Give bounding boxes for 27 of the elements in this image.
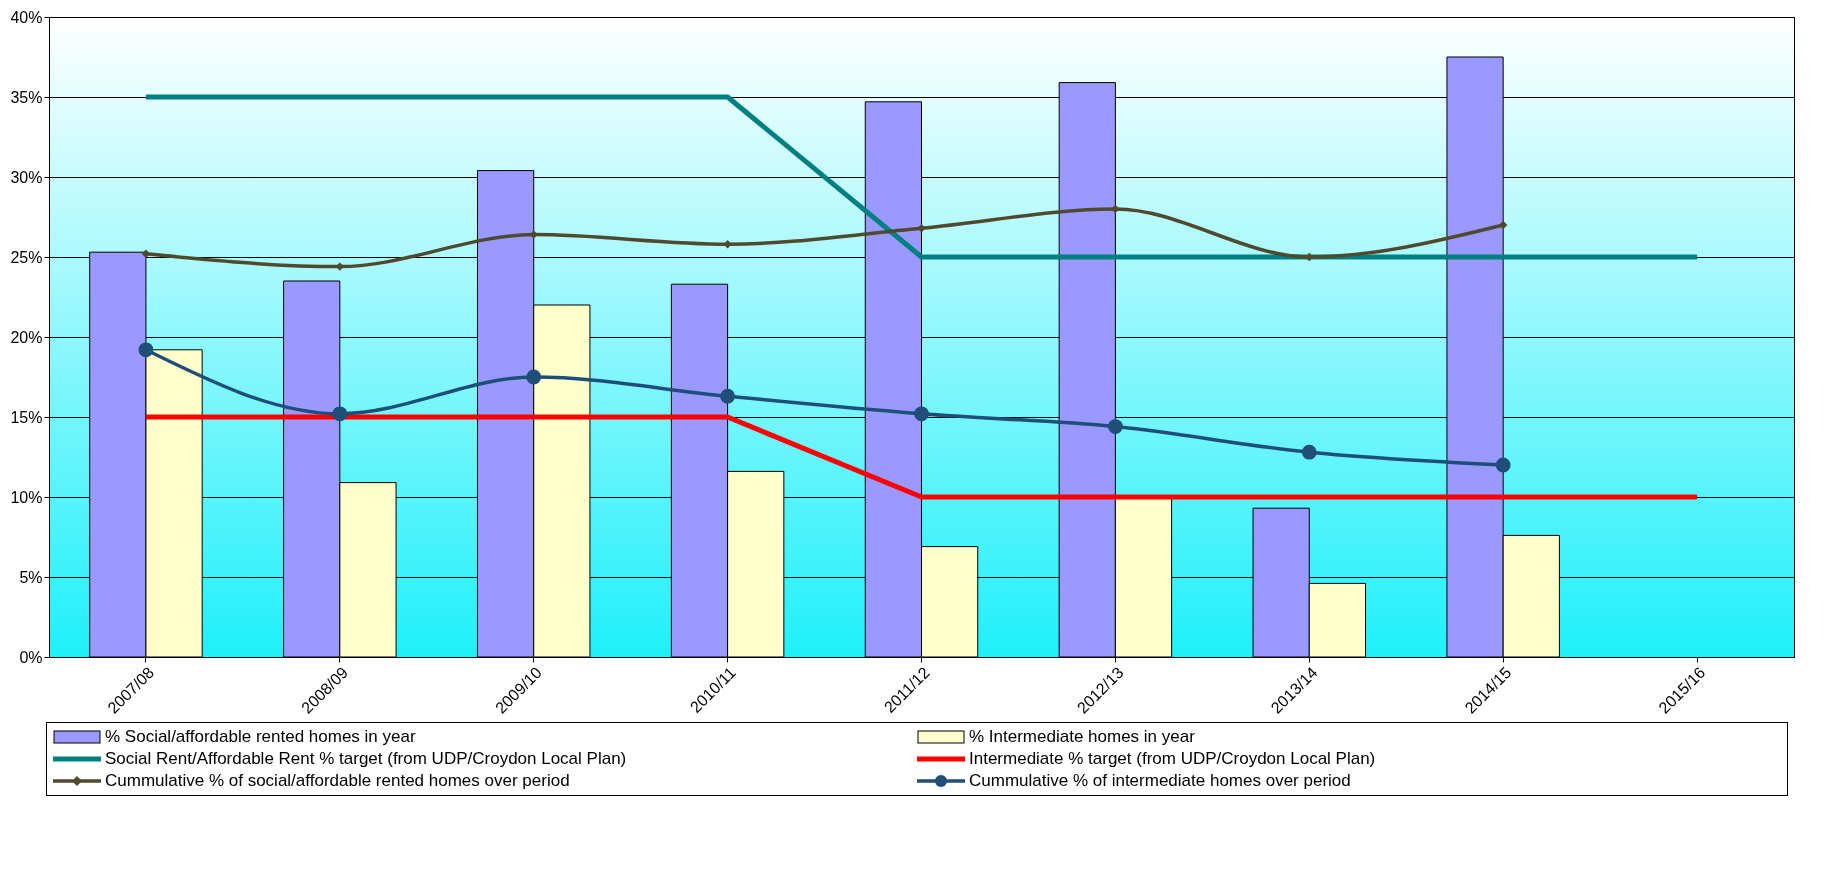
legend-label: Intermediate % target (from UDP/Croydon Local Plan) [969, 749, 1376, 769]
legend-label: % Social/affordable rented homes in year [105, 727, 416, 747]
point [914, 406, 929, 422]
point [138, 342, 154, 358]
y-tick-label: 20% [10, 328, 43, 346]
point [1111, 204, 1120, 214]
y-tick-label: 35% [10, 88, 43, 106]
legend-label: % Intermediate homes in year [969, 727, 1195, 747]
y-tick-label: 25% [10, 248, 43, 266]
y-tick-label: 15% [10, 408, 43, 426]
point [332, 406, 348, 422]
point [1495, 457, 1511, 473]
y-tick-label: 40% [10, 8, 43, 26]
y-tick-label: 10% [10, 488, 43, 506]
point [720, 388, 736, 404]
legend-label: Cummulative % of intermediate homes over period [969, 771, 1351, 791]
y-tick-label: 0% [19, 648, 43, 666]
point [1107, 419, 1123, 434]
point [1498, 220, 1508, 230]
point [723, 240, 732, 249]
legend-label: Social Rent/Affordable Rent % target (from UDP/Croydon Local Plan) [105, 749, 627, 769]
point [917, 224, 926, 233]
y-tick-label: 5% [19, 568, 43, 586]
legend-label: Cummulative % of social/affordable rented homes over period [105, 771, 570, 791]
y-tick-label: 30% [10, 168, 43, 186]
point [526, 369, 542, 385]
point [1301, 444, 1317, 460]
